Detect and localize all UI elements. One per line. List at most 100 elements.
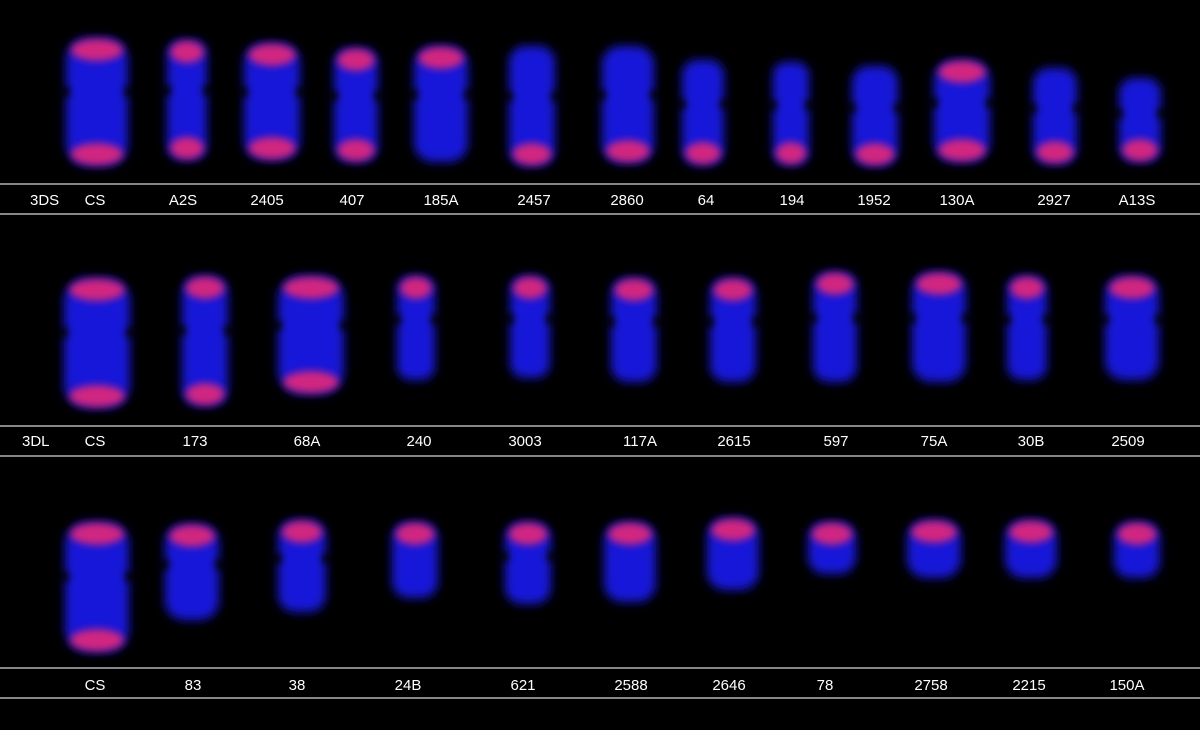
chromosome-label: CS: [85, 192, 106, 209]
chromosome-body: [167, 40, 207, 160]
chromosome-body: [852, 66, 898, 166]
centromere-notch: [270, 553, 282, 564]
centromere-notch: [594, 90, 606, 101]
chromosome-label: 78: [817, 677, 834, 694]
centromere-notch: [752, 316, 764, 327]
centromere-notch: [765, 100, 777, 111]
centromere-notch: [986, 97, 998, 108]
centromere-notch: [157, 559, 169, 570]
chromosome-label: 1952: [857, 192, 890, 209]
centromere-notch: [124, 86, 136, 97]
centromere-notch: [1111, 108, 1123, 119]
fish-signal: [855, 143, 895, 165]
centromere-notch: [374, 90, 386, 101]
fish-signal: [816, 273, 854, 295]
fish-signal: [185, 277, 225, 299]
centromere-notch: [502, 313, 514, 324]
row-label-3ds: 3DS: [30, 192, 59, 209]
chromosome: [907, 520, 961, 578]
chromosome-label: 407: [339, 192, 364, 209]
fish-signal: [614, 279, 654, 301]
chromosome-body: [165, 524, 219, 620]
chromosome-row-3dl: [56, 272, 1167, 408]
chromosome-body: [66, 38, 128, 166]
fish-signal: [938, 61, 986, 83]
chromosome-label: 185A: [423, 192, 458, 209]
fish-signal: [1010, 277, 1044, 299]
centromere-notch: [1097, 314, 1109, 325]
chromosome-body: [509, 46, 555, 166]
chromosome-label: 68A: [294, 433, 321, 450]
chromosome: [604, 522, 656, 602]
fish-signal: [711, 519, 755, 541]
chromosome-label: CS: [85, 433, 106, 450]
centromere-notch: [431, 314, 443, 325]
chromosome: [406, 46, 476, 162]
centromere-notch: [674, 99, 686, 110]
fish-signal: [512, 143, 552, 165]
fish-signal: [283, 277, 339, 299]
fish-signal: [248, 44, 296, 66]
chromosome-body: [912, 272, 966, 382]
chromosome: [157, 524, 227, 620]
fish-signal: [685, 142, 721, 164]
chromosome: [999, 276, 1055, 380]
fish-signal: [70, 523, 124, 545]
centromere-notch: [702, 316, 714, 327]
chromosome-label: 2509: [1111, 433, 1144, 450]
chromosome: [501, 46, 563, 166]
centromere-notch: [389, 314, 401, 325]
fish-signal: [395, 523, 435, 545]
fish-signal: [1009, 521, 1053, 543]
chromosome: [702, 278, 764, 382]
chromosome-body: [1007, 276, 1047, 380]
chromosome-label: A2S: [169, 192, 197, 209]
chromosome: [765, 62, 817, 165]
centromere-notch: [551, 91, 563, 102]
centromere-notch: [501, 91, 513, 102]
fish-signal: [513, 277, 547, 299]
chromosome-body: [1033, 68, 1077, 164]
centromere-notch: [650, 90, 662, 101]
centromere-notch: [904, 313, 916, 324]
centromere-notch: [1157, 108, 1169, 119]
panel-3: CS 83 38 24B 621 2588 2646 78 2758 2215 150A: [0, 518, 1200, 699]
chromosome-body: [64, 278, 130, 408]
chromosome-label: 75A: [921, 433, 948, 450]
chromosome-body: [397, 276, 435, 380]
fish-signal: [811, 523, 853, 545]
fish-signal: [1109, 277, 1155, 299]
chromosome: [56, 278, 138, 408]
chromosome-body: [65, 522, 129, 652]
chromosome: [674, 60, 732, 165]
chromosome-label: 130A: [939, 192, 974, 209]
centromere-notch: [497, 551, 509, 562]
chromosome: [58, 38, 136, 166]
chromosome-body: [278, 520, 326, 612]
fish-signal: [1122, 139, 1158, 161]
chromosome-label: 2615: [717, 433, 750, 450]
chromosome: [808, 522, 856, 574]
fish-signal: [1036, 141, 1074, 163]
fish-signal: [70, 39, 124, 61]
centromere-notch: [224, 325, 236, 336]
centromere-notch: [546, 313, 558, 324]
chromosome-label: 621: [510, 677, 535, 694]
chromosome-label: 83: [185, 677, 202, 694]
centromere-notch: [962, 313, 974, 324]
chromosome: [904, 272, 974, 382]
chromosome: [603, 278, 665, 382]
fish-signal: [69, 279, 125, 301]
centromere-notch: [174, 325, 186, 336]
centromere-notch: [1043, 314, 1055, 325]
chromosome-body: [334, 48, 378, 162]
centromere-notch: [853, 313, 865, 324]
chromosome-label: 24B: [395, 677, 422, 694]
chromosome: [594, 46, 662, 163]
centromere-notch: [805, 100, 817, 111]
chromosome-label: 2215: [1012, 677, 1045, 694]
label-row-3: CS 83 38 24B 621 2588 2646 78 2758 2215 150A: [85, 677, 1145, 694]
chromosome-body: [182, 276, 228, 406]
chromosome: [502, 276, 558, 378]
fish-signal: [606, 140, 650, 162]
